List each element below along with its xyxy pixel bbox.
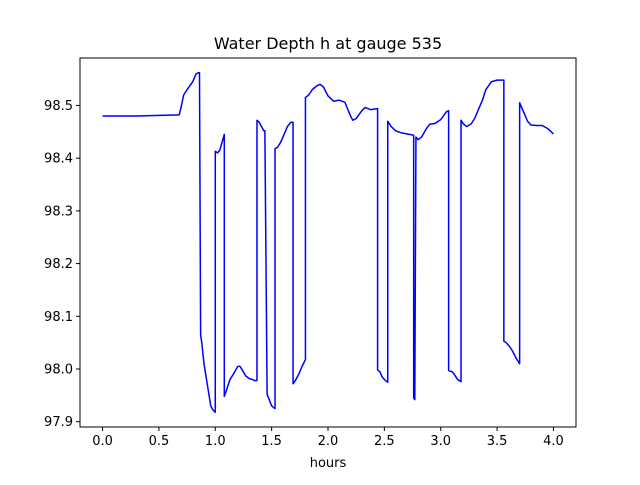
x-tick-label: 4.0 [543, 434, 564, 449]
x-tick-label: 3.5 [487, 434, 508, 449]
y-tick-label: 98.2 [44, 257, 73, 272]
x-tick-label: 2.5 [374, 434, 395, 449]
x-tick-label: 1.0 [205, 434, 226, 449]
x-tick-label: 3.0 [430, 434, 451, 449]
y-tick-label: 98.3 [44, 204, 73, 219]
x-tick-label: 2.0 [318, 434, 339, 449]
y-tick-label: 97.9 [44, 415, 73, 430]
x-tick-label: 0.5 [149, 434, 170, 449]
y-tick-label: 98.0 [44, 363, 73, 378]
x-tick-label: 0.0 [92, 434, 113, 449]
chart-title: Water Depth h at gauge 535 [214, 34, 442, 53]
x-axis-label: hours [310, 456, 347, 471]
x-tick-label: 1.5 [261, 434, 282, 449]
y-tick-label: 98.5 [44, 99, 73, 114]
y-tick-label: 98.4 [44, 152, 73, 167]
y-tick-label: 98.1 [44, 310, 73, 325]
plot-area: 0.0 0.5 1.0 1.5 2.0 2.5 3.0 3.5 4.0 97.9 98.0 98.1 9… [44, 57, 577, 449]
series-line-0 [102, 72, 554, 413]
